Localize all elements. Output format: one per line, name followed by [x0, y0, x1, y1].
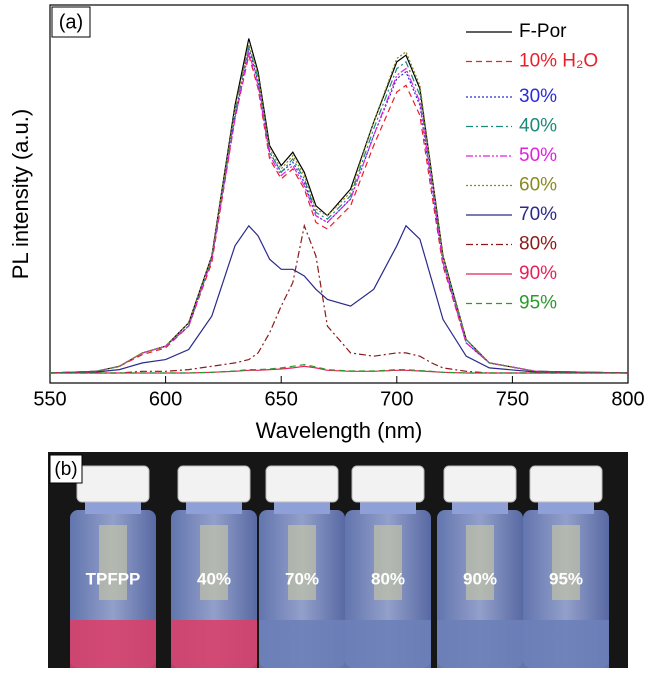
legend-label: 95% [519, 293, 557, 314]
series-line [49, 224, 629, 374]
series-line [50, 223, 628, 374]
series-line [50, 363, 628, 374]
vial-label: 40% [197, 569, 231, 588]
vial-label: TPFPP [86, 569, 141, 588]
vial-insert [374, 525, 402, 600]
legend-label: 90% [519, 263, 557, 284]
legend-label: 80% [519, 234, 557, 255]
panel-label-box [51, 6, 91, 38]
series-line [49, 51, 629, 374]
vial-insert [466, 525, 494, 600]
photo-panel-label: (b) [54, 459, 77, 480]
vial-liquid [437, 620, 523, 668]
x-tick-label: 650 [265, 388, 298, 410]
x-tick-label: 800 [611, 388, 644, 410]
vial-liquid [259, 620, 345, 668]
x-tick-label: 550 [33, 388, 66, 410]
vial-cap [177, 465, 251, 503]
vial-insert [200, 525, 228, 600]
legend-label: 50% [519, 145, 557, 166]
vial-cap [443, 465, 517, 503]
y-axis-label: PL intensity (a.u.) [8, 109, 33, 279]
vial-label: 80% [371, 569, 405, 588]
legend-label: 70% [519, 204, 557, 225]
legend-label: F-Por [519, 21, 567, 42]
vial-cap [265, 465, 339, 503]
panel-label: (a) [59, 11, 83, 33]
vial-cap [76, 465, 150, 503]
legend-label: 60% [519, 175, 557, 196]
legend-label: 30% [519, 86, 557, 107]
series-line [49, 38, 629, 374]
vial-liquid [70, 620, 156, 668]
vial-insert [288, 525, 316, 600]
vial-label: 90% [463, 569, 497, 588]
series-line [49, 42, 629, 374]
vial-cap [351, 465, 425, 503]
legend-label: 40% [519, 116, 557, 137]
x-axis-label: Wavelength (nm) [256, 418, 423, 443]
vial-label: 70% [285, 569, 319, 588]
x-tick-label: 700 [380, 388, 413, 410]
vial-insert [552, 525, 580, 600]
series-line [49, 55, 629, 374]
vial-cap [529, 465, 603, 503]
plot-frame [49, 4, 629, 384]
x-tick-label: 750 [496, 388, 529, 410]
photo-panel-label-box [49, 454, 83, 484]
legend-label: 10% H₂O [519, 51, 598, 72]
vials: TPFPP 40% 70% 80% 90% 95% [70, 465, 609, 668]
vial-liquid [345, 620, 431, 668]
vial-liquid [523, 620, 609, 668]
vial-liquid [171, 620, 257, 668]
vial-label: 95% [549, 569, 583, 588]
vial-insert [99, 525, 127, 600]
x-tick-label: 600 [149, 388, 182, 410]
